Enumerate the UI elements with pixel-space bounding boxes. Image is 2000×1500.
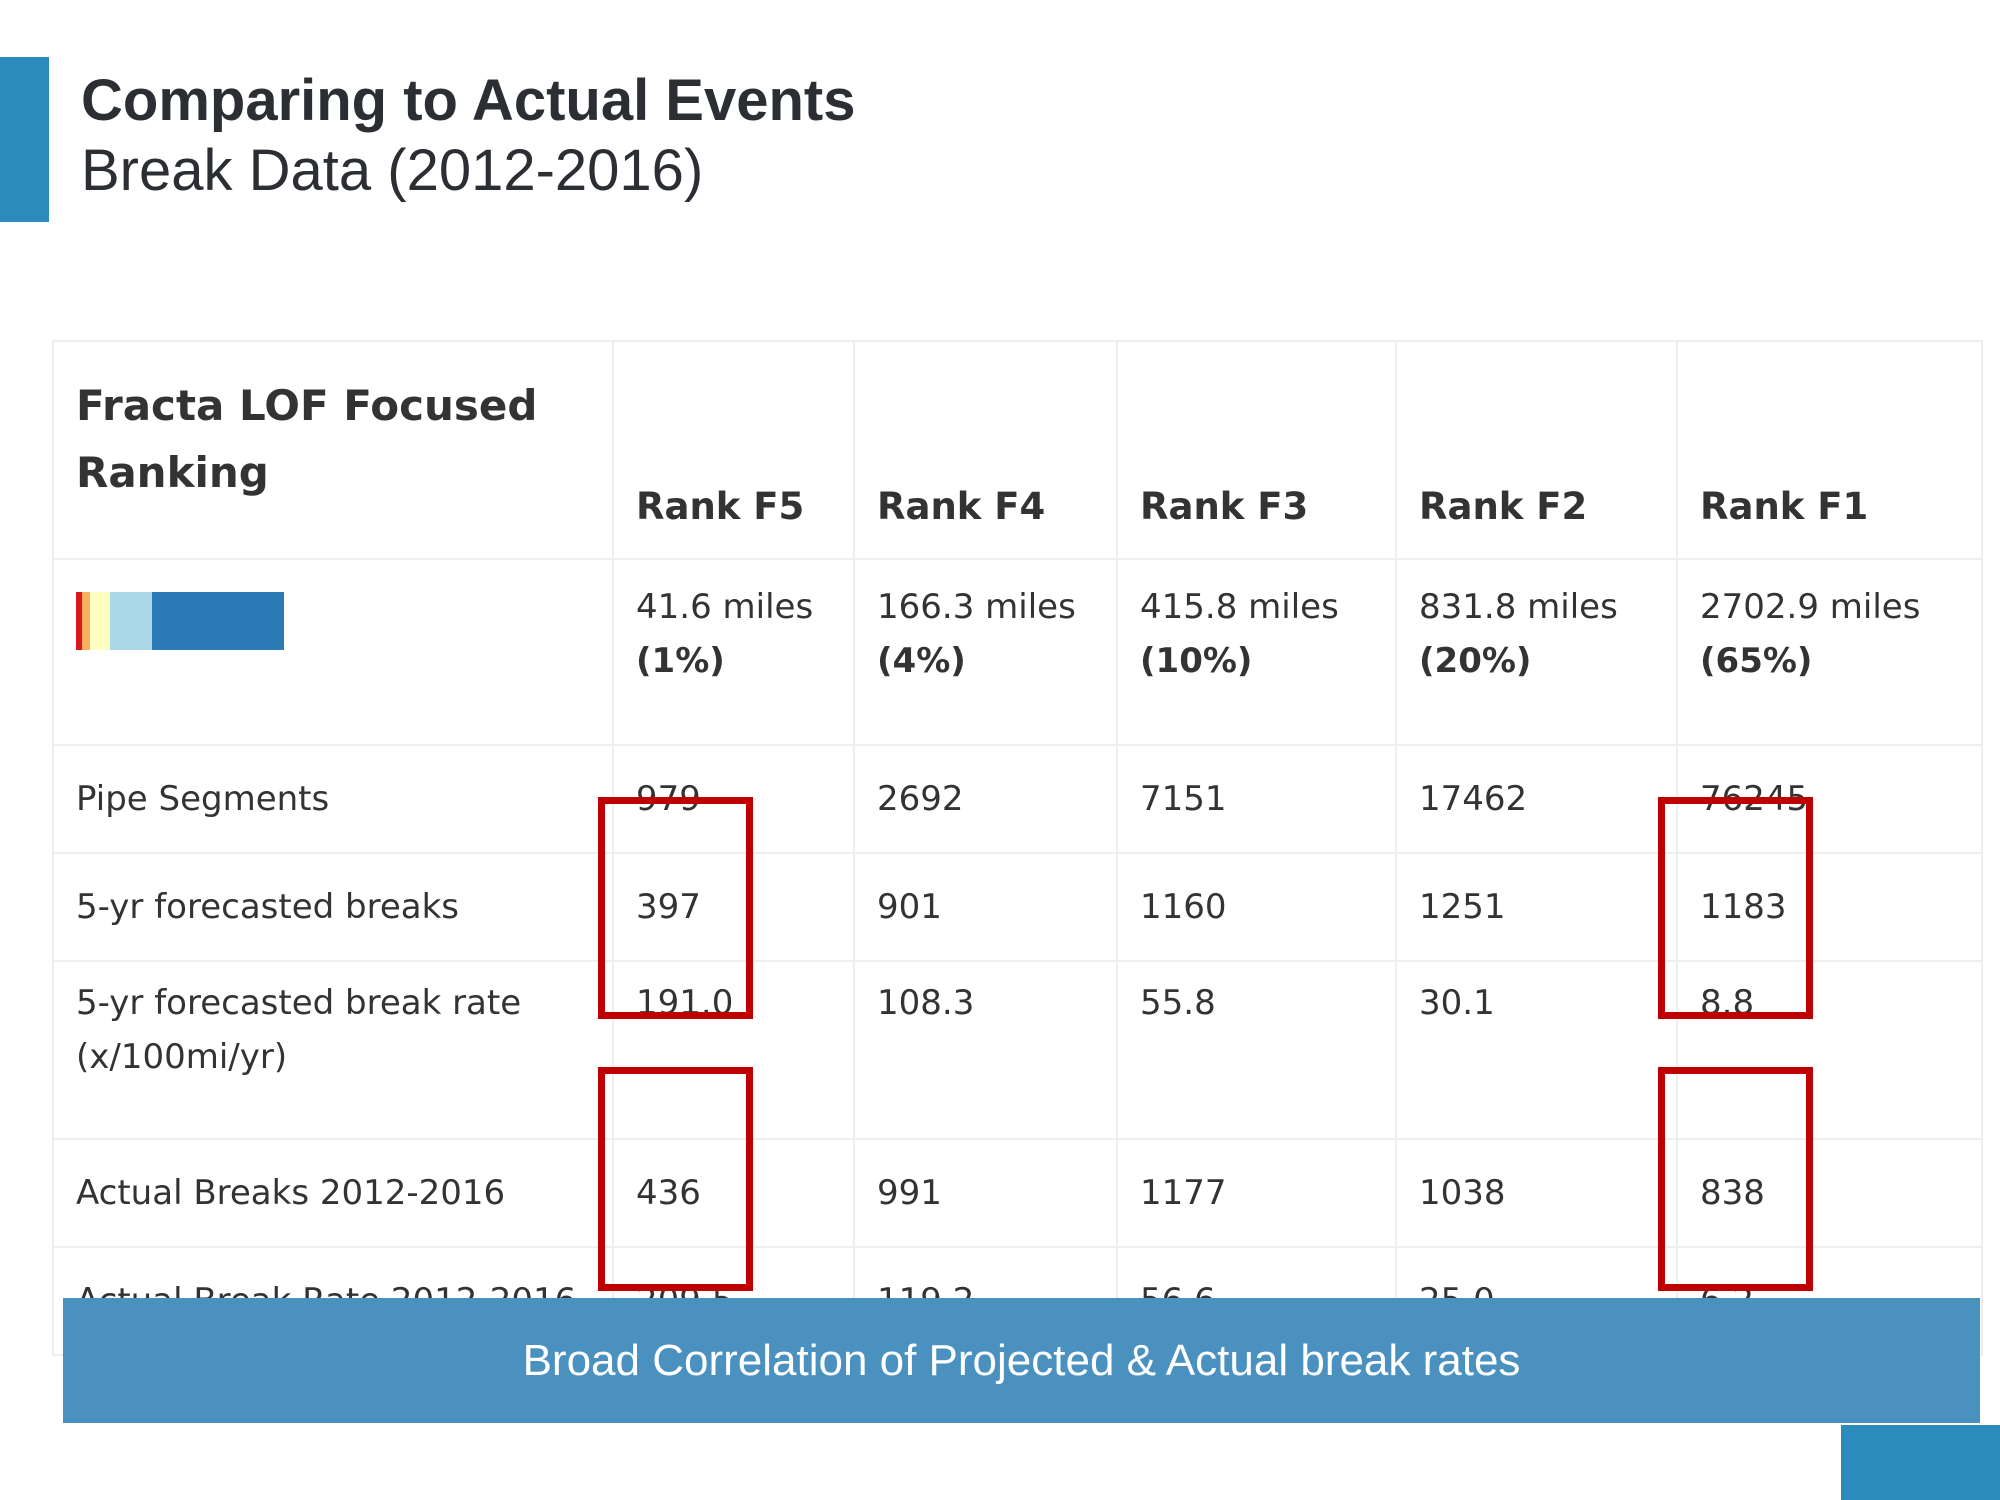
column-header-f4: Rank F4 (853, 340, 1118, 560)
table-cell: 7151 (1116, 744, 1397, 854)
row-label: 5-yr forecasted breaks (52, 852, 614, 962)
miles-cell-f4: 166.3 miles (4%) (853, 558, 1118, 746)
table-cell: 76245 (1676, 744, 1983, 854)
table-cell: 108.3 (853, 960, 1118, 1140)
highlight-box-f5-actual (598, 1067, 753, 1291)
miles-cell-f1: 2702.9 miles (65%) (1676, 558, 1983, 746)
table-cell: 991 (853, 1138, 1118, 1248)
column-header-f5: Rank F5 (612, 340, 855, 560)
column-header-f1: Rank F1 (1676, 340, 1983, 560)
accent-bar (0, 57, 49, 222)
table-cell: 838 (1676, 1138, 1983, 1248)
ranking-table: Fracta LOF Focused Ranking Rank F5 Rank … (52, 340, 1983, 1356)
table-header-row: Fracta LOF Focused Ranking Rank F5 Rank … (52, 340, 1983, 560)
table-cell: 55.8 (1116, 960, 1397, 1140)
slide-subtitle: Break Data (2012-2016) (81, 138, 704, 203)
row-label: Actual Breaks 2012-2016 (52, 1138, 614, 1248)
color-scale-swatch (76, 592, 284, 650)
row-label: Pipe Segments (52, 744, 614, 854)
swatch-yellow (90, 592, 110, 650)
table-row-miles: 41.6 miles (1%) 166.3 miles (4%) 415.8 mil… (52, 558, 1983, 746)
swatch-red (76, 592, 82, 650)
column-header-f2: Rank F2 (1395, 340, 1678, 560)
banner-text: Broad Correlation of Projected & Actual … (522, 1335, 1521, 1385)
miles-cell-f3: 415.8 miles (10%) (1116, 558, 1397, 746)
table-cell: 1251 (1395, 852, 1678, 962)
corner-accent (1841, 1425, 2000, 1500)
highlight-box-f5-forecast (598, 797, 753, 1019)
conclusion-banner: Broad Correlation of Projected & Actual … (63, 1298, 1980, 1423)
table-cell: 1177 (1116, 1138, 1397, 1248)
table-row-forecasted-break-rate: 5-yr forecasted break rate (x/100mi/yr) … (52, 960, 1983, 1140)
table-row-actual-breaks: Actual Breaks 2012-2016 436 991 1177 103… (52, 1138, 1983, 1248)
miles-cell-f2: 831.8 miles (20%) (1395, 558, 1678, 746)
table-cell: 30.1 (1395, 960, 1678, 1140)
table-cell: 2692 (853, 744, 1118, 854)
swatch-orange (82, 592, 90, 650)
table-cell: 901 (853, 852, 1118, 962)
row-label: 5-yr forecasted break rate (x/100mi/yr) (52, 960, 614, 1140)
table-corner-header: Fracta LOF Focused Ranking (52, 340, 614, 560)
table-cell: 17462 (1395, 744, 1678, 854)
column-header-f3: Rank F3 (1116, 340, 1397, 560)
table-row-forecasted-breaks: 5-yr forecasted breaks 397 901 1160 1251… (52, 852, 1983, 962)
table-cell: 1038 (1395, 1138, 1678, 1248)
swatch-lightblue (110, 592, 152, 650)
table-cell: 436 (612, 1138, 855, 1248)
miles-cell-f5: 41.6 miles (1%) (612, 558, 855, 746)
table-cell: 1160 (1116, 852, 1397, 962)
table-row-pipe-segments: Pipe Segments 979 2692 7151 17462 76245 (52, 744, 1983, 854)
highlight-box-f1-forecast (1658, 797, 1813, 1019)
slide-title: Comparing to Actual Events (81, 68, 856, 133)
table-cell: 1183 (1676, 852, 1983, 962)
color-legend-cell (52, 558, 614, 746)
table-cell: 397 (612, 852, 855, 962)
table-cell: 8.8 (1676, 960, 1983, 1140)
highlight-box-f1-actual (1658, 1067, 1813, 1291)
swatch-blue (152, 592, 284, 650)
